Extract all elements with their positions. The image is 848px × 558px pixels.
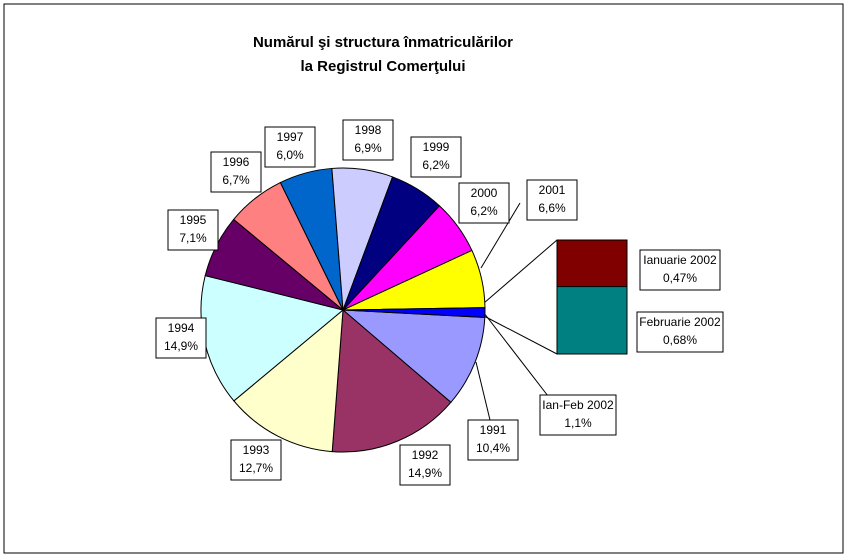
pie-slice [341, 309, 486, 404]
data-label-category: 2000 [471, 186, 498, 200]
data-label-category: 2001 [539, 183, 566, 197]
data-label: 0,68% [663, 333, 697, 347]
data-label-box [526, 179, 578, 221]
data-label-category: 1991 [480, 423, 507, 437]
pie-slice [342, 307, 486, 318]
data-label-category: 1996 [223, 155, 250, 169]
data-label-box [155, 317, 207, 359]
data-label: 6,2% [470, 204, 498, 218]
data-label: 6,2% [422, 158, 450, 172]
data-label-box [467, 419, 519, 461]
data-label: 14,9% [408, 466, 442, 480]
chart-title: Numărul şi structura înmatriculărilor [253, 34, 513, 51]
data-label: 12,7% [239, 461, 273, 475]
data-label: 14,9% [164, 339, 198, 353]
data-label-box [210, 151, 262, 193]
data-label-box [458, 182, 510, 224]
breakout-bar [556, 286, 628, 355]
connector-line [483, 315, 558, 355]
leader-line [475, 361, 491, 421]
data-label: 6,6% [538, 201, 566, 215]
data-label-category: Ian-Feb 2002 [542, 398, 614, 412]
data-label-box [230, 439, 282, 481]
data-label: 7,1% [179, 231, 207, 245]
connector-line [483, 239, 558, 304]
pie-slice [233, 308, 344, 453]
data-label-box [264, 126, 316, 168]
data-label-box [636, 311, 724, 353]
data-label-box [342, 119, 394, 161]
pie-slice [331, 308, 452, 453]
chart-title: la Registrul Comerţului [300, 58, 465, 75]
data-label: 1,1% [564, 416, 592, 430]
data-label-category: 1993 [243, 443, 270, 457]
data-label: 6,7% [222, 173, 250, 187]
data-label: 6,0% [276, 148, 304, 162]
data-label-category: Februarie 2002 [639, 315, 721, 329]
data-label: 6,9% [354, 141, 382, 155]
leader-line [480, 202, 521, 269]
data-label-box [167, 209, 219, 251]
breakout-bar [556, 239, 628, 288]
data-label-category: 1997 [277, 130, 304, 144]
data-label-category: 1995 [180, 213, 207, 227]
data-label-box [410, 136, 462, 178]
data-label-box [399, 444, 451, 486]
data-label-box [539, 394, 617, 436]
data-label-category: 1999 [423, 140, 450, 154]
data-label: 0,47% [663, 271, 697, 285]
leader-line [483, 312, 549, 397]
data-label-category: 1992 [412, 448, 439, 462]
data-label: 10,4% [476, 441, 510, 455]
data-label-category: Ianuarie 2002 [643, 253, 717, 267]
data-label-category: 1994 [168, 321, 195, 335]
data-label-box [639, 249, 721, 291]
data-label-category: 1998 [355, 123, 382, 137]
